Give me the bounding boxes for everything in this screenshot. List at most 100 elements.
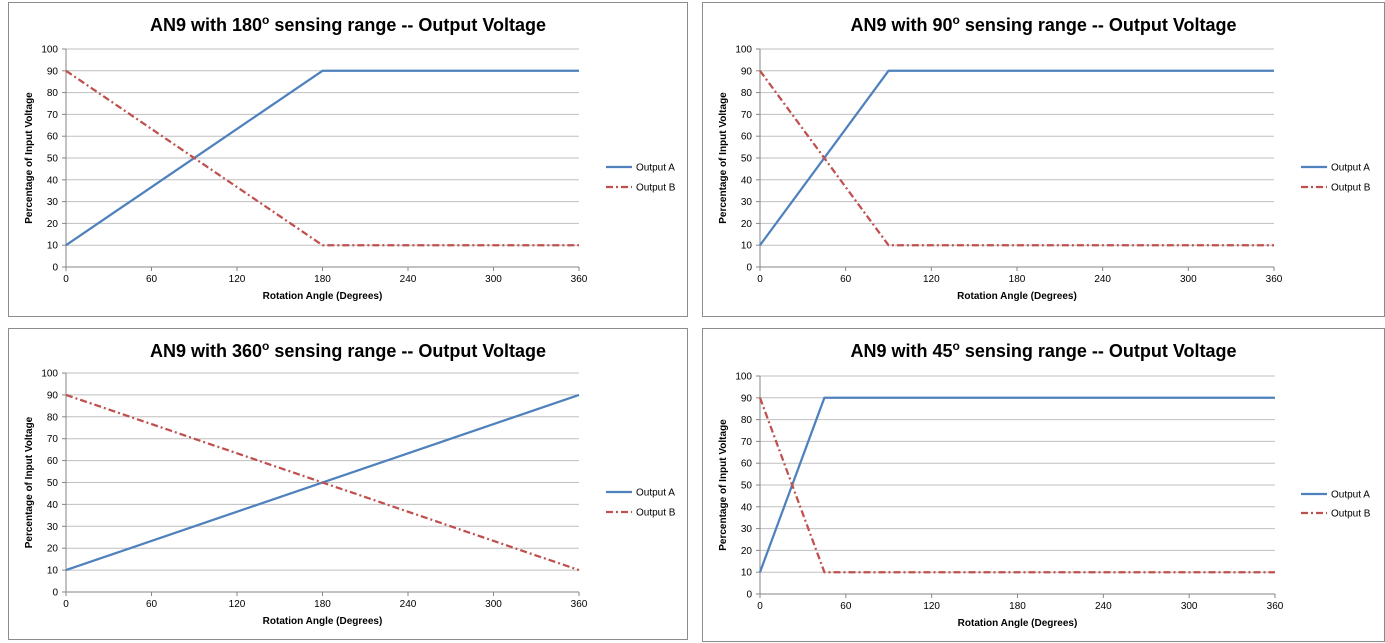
y-tick-label: 80 [47,88,59,99]
x-tick-label: 240 [1095,601,1112,612]
y-tick-label: 80 [741,415,753,426]
y-tick-label: 30 [741,197,753,208]
x-axis-title: Rotation Angle (Degrees) [957,291,1077,302]
x-axis-title: Rotation Angle (Degrees) [958,618,1078,629]
y-tick-label: 50 [741,154,753,165]
output-b-series-line [65,69,579,247]
y-tick-label: 10 [47,566,59,577]
legend-label: Output A [1331,163,1370,174]
y-tick-label: 80 [741,88,753,99]
y-tick-label: 40 [741,175,753,186]
y-tick-label: 30 [741,524,753,535]
y-tick-label: 20 [47,219,59,230]
x-tick-label: 60 [840,274,852,285]
y-tick-label: 0 [746,590,752,601]
line-chart-180: 0 10 20 30 40 50 60 70 80 90 100 0 60 120 180 240 300 360… [24,45,676,303]
y-tick-label: 60 [47,456,59,467]
y-tick-label: 10 [47,241,59,252]
x-tick-label: 300 [1180,274,1197,285]
chart-panel-180: AN9 with 180o sensing range -- Output Vo… [8,2,688,317]
y-tick-label: 50 [741,481,753,492]
x-tick-label: 60 [146,599,158,610]
y-tick-label: 40 [47,175,59,186]
y-tick-label: 60 [741,132,753,143]
x-tick-label: 240 [1094,274,1111,285]
x-tick-label: 240 [400,274,417,285]
y-tick-label: 70 [741,437,753,448]
x-tick-label: 0 [757,601,763,612]
x-tick-label: 360 [571,274,588,285]
x-tick-label: 120 [229,274,246,285]
y-tick-label: 30 [47,197,59,208]
x-tick-label: 240 [400,599,417,610]
y-tick-label: 10 [741,241,753,252]
x-axis-title: Rotation Angle (Degrees) [263,291,383,302]
x-tick-label: 0 [63,599,69,610]
y-tick-label: 30 [47,522,59,533]
y-tick-label: 70 [741,110,753,121]
x-tick-label: 180 [314,274,331,285]
x-tick-label: 360 [571,599,588,610]
y-tick-label: 20 [47,544,59,555]
x-tick-label: 0 [757,274,763,285]
output-a-series-line [758,396,1275,573]
x-tick-label: 120 [229,599,246,610]
y-tick-label: 20 [741,219,753,230]
y-tick-label: 40 [741,502,753,513]
y-tick-label: 100 [41,45,58,56]
chart-title: AN9 with 360o sensing range -- Output Vo… [149,339,547,361]
legend-label: Output B [636,508,676,519]
line-chart-360: 0 10 20 30 40 50 60 70 80 90 100 0 60 120 180 240 300 360… [24,369,676,628]
y-axis-title: Percentage of Input Voltage [24,416,35,548]
x-tick-label: 60 [146,274,158,285]
legend-label: Output B [1331,509,1371,520]
y-axis-title: Percentage of Input Voltage [24,92,35,224]
y-tick-label: 60 [741,459,753,470]
x-tick-label: 300 [485,274,502,285]
x-tick-label: 0 [63,274,69,285]
output-b-series-line [758,397,1275,574]
y-tick-label: 100 [735,372,752,383]
x-tick-label: 60 [840,601,852,612]
x-tick-label: 180 [314,599,331,610]
y-axis-title: Percentage of Input Voltage [718,92,729,224]
output-a-series-line [759,69,1274,246]
x-tick-label: 360 [1267,601,1284,612]
chart-title: AN9 with 90o sensing range -- Output Vol… [850,13,1237,35]
line-chart-45: 0 10 20 30 40 50 60 70 80 90 100 0 60 120 180 240 300 360… [718,372,1371,630]
y-tick-label: 90 [47,390,59,401]
y-tick-label: 80 [47,412,59,423]
y-tick-label: 40 [47,500,59,511]
x-tick-label: 120 [923,601,940,612]
chart-panel-90: AN9 with 90o sensing range -- Output Vol… [702,2,1385,317]
y-tick-label: 0 [746,263,752,274]
output-b-series-line [65,393,580,572]
legend-label: Output B [1331,183,1371,194]
x-tick-label: 180 [1009,601,1026,612]
output-b-series-line [759,70,1274,247]
x-tick-label: 180 [1009,274,1026,285]
y-tick-label: 0 [52,263,58,274]
y-axis-title: Percentage of Input Voltage [718,419,729,551]
chart-title: AN9 with 180o sensing range -- Output Vo… [149,13,547,35]
x-tick-label: 300 [485,599,502,610]
chart-panel-45: AN9 with 45o sensing range -- Output Vol… [702,328,1385,642]
y-tick-label: 70 [47,110,59,121]
y-tick-label: 10 [741,568,753,579]
y-tick-label: 50 [47,154,59,165]
line-chart-90: 0 10 20 30 40 50 60 70 80 90 100 0 60 120 180 240 300 360… [718,45,1371,303]
chart-panel-360: AN9 with 360o sensing range -- Output Vo… [8,328,688,640]
output-a-series-line [65,69,579,247]
legend-label: Output A [1331,490,1370,501]
y-tick-label: 20 [741,546,753,557]
y-tick-label: 90 [47,66,59,77]
x-axis-title: Rotation Angle (Degrees) [263,616,383,627]
x-tick-label: 300 [1181,601,1198,612]
y-tick-label: 60 [47,132,59,143]
x-tick-label: 120 [923,274,940,285]
x-tick-label: 360 [1266,274,1283,285]
y-tick-label: 70 [47,434,59,445]
legend-label: Output A [636,163,675,174]
y-tick-label: 100 [735,45,752,56]
y-tick-label: 90 [741,66,753,77]
